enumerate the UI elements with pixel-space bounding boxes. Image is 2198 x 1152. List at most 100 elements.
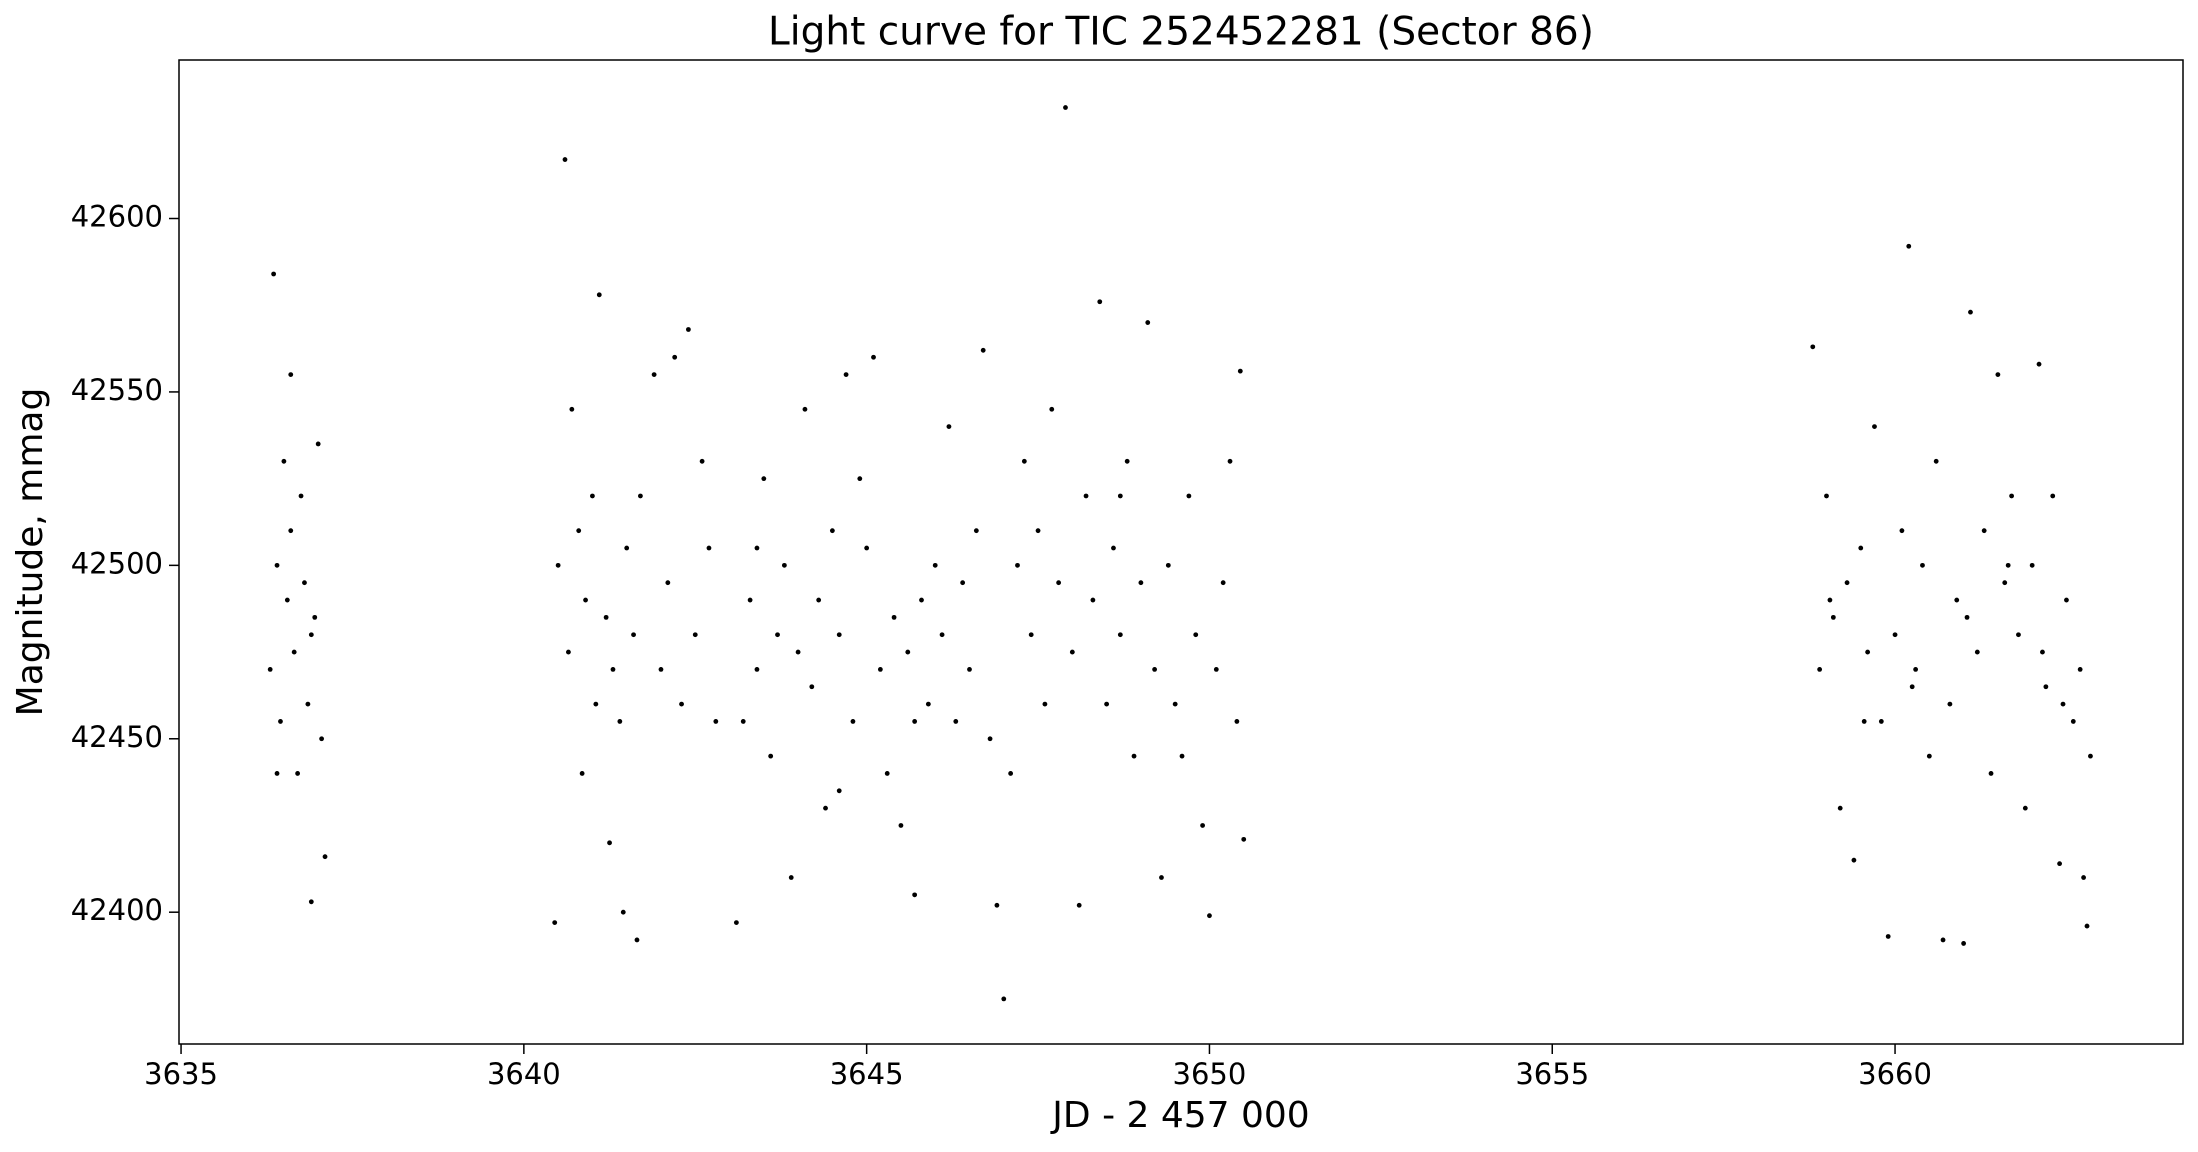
- data-point: [1241, 836, 1247, 842]
- data-point: [2016, 632, 2021, 638]
- data-point: [1954, 597, 1960, 603]
- chart-title: Light curve for TIC 252452281 (Sector 86…: [768, 10, 1594, 55]
- data-point: [610, 667, 616, 672]
- data-point: [1872, 424, 1877, 430]
- data-point: [1193, 632, 1199, 638]
- data-point: [747, 597, 753, 603]
- data-point: [1117, 632, 1123, 638]
- data-point: [2005, 562, 2011, 568]
- data-point: [1981, 528, 1987, 534]
- data-point: [1837, 805, 1843, 811]
- data-point: [850, 719, 856, 724]
- data-point: [960, 580, 966, 586]
- y-tick-label: 42550: [71, 373, 163, 407]
- data-point: [1131, 753, 1137, 759]
- data-point: [1049, 406, 1055, 412]
- data-point: [1988, 771, 1994, 776]
- data-point: [274, 771, 280, 776]
- data-point: [552, 920, 558, 926]
- data-point: [1104, 701, 1110, 707]
- data-point: [2070, 719, 2076, 724]
- data-point: [1076, 902, 1082, 908]
- data-point: [912, 719, 918, 724]
- data-point: [1926, 753, 1932, 759]
- data-point: [1940, 937, 1946, 943]
- data-point: [2002, 580, 2008, 586]
- x-tick-label: 3645: [830, 1057, 904, 1091]
- data-point: [740, 719, 746, 724]
- data-point: [1878, 719, 1884, 724]
- data-point: [1227, 458, 1233, 464]
- data-point: [593, 701, 599, 707]
- data-point: [1069, 649, 1075, 655]
- data-point: [284, 597, 290, 603]
- data-point: [1035, 528, 1041, 534]
- data-point: [624, 545, 630, 551]
- data-point: [1056, 580, 1062, 586]
- data-point: [1042, 701, 1048, 707]
- data-point: [302, 580, 307, 586]
- x-tick-label: 3655: [1515, 1057, 1589, 1091]
- data-point: [1851, 857, 1857, 863]
- data-point: [634, 937, 640, 943]
- data-point: [1111, 545, 1116, 551]
- data-point: [857, 476, 863, 482]
- data-point: [2043, 684, 2049, 690]
- data-point: [576, 528, 582, 534]
- data-point: [271, 271, 277, 277]
- data-point: [1159, 875, 1164, 880]
- data-point: [699, 458, 705, 464]
- data-point: [994, 902, 1000, 908]
- data-point: [733, 920, 739, 926]
- data-point: [322, 854, 328, 860]
- data-point: [1117, 493, 1123, 499]
- data-point: [665, 580, 671, 586]
- data-point: [1021, 458, 1027, 464]
- data-point: [2060, 701, 2066, 707]
- data-point: [555, 562, 561, 568]
- data-point: [973, 528, 979, 534]
- data-point: [579, 771, 585, 776]
- x-tick-label: 3635: [144, 1057, 218, 1091]
- data-point: [2084, 923, 2090, 929]
- data-point: [562, 157, 568, 162]
- data-point: [672, 354, 678, 360]
- data-point: [877, 667, 883, 672]
- data-point: [1083, 493, 1089, 499]
- data-point: [2009, 493, 2015, 499]
- x-tick-label: 3640: [487, 1057, 561, 1091]
- data-point: [1844, 580, 1850, 586]
- data-point: [1145, 320, 1151, 325]
- data-point: [620, 909, 626, 915]
- data-point: [281, 458, 287, 464]
- data-point: [980, 347, 986, 353]
- data-point: [795, 649, 801, 655]
- data-point: [596, 292, 602, 298]
- data-point: [1899, 528, 1905, 534]
- data-point: [1961, 941, 1967, 946]
- data-point: [706, 545, 712, 551]
- data-point: [1865, 649, 1871, 655]
- data-point: [946, 424, 952, 430]
- data-point: [603, 614, 609, 620]
- data-point: [590, 493, 595, 499]
- data-point: [1817, 667, 1823, 672]
- data-point: [905, 649, 911, 655]
- data-point: [2077, 667, 2083, 672]
- y-tick-label: 42600: [71, 200, 163, 234]
- data-point: [291, 649, 297, 655]
- data-point: [1909, 684, 1915, 690]
- data-point: [1152, 667, 1158, 672]
- data-point: [1964, 614, 1970, 620]
- data-point: [566, 649, 571, 655]
- data-point: [1892, 632, 1898, 638]
- data-point: [891, 614, 897, 620]
- data-point: [1920, 562, 1925, 568]
- data-point: [2064, 597, 2069, 603]
- data-point: [1001, 996, 1007, 1002]
- data-point: [1138, 580, 1144, 586]
- data-point: [836, 788, 842, 794]
- data-point: [754, 667, 760, 672]
- data-point: [843, 372, 849, 377]
- data-point: [1207, 913, 1212, 919]
